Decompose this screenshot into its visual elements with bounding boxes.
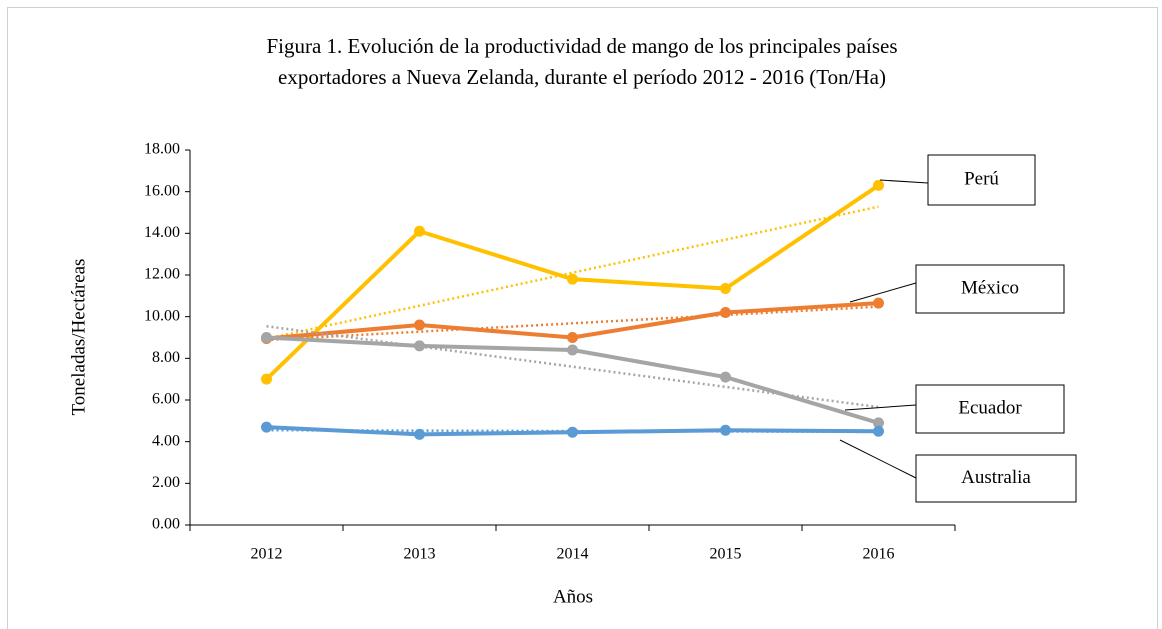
data-point — [873, 425, 884, 437]
y-tick-label: 18.00 — [144, 141, 180, 158]
data-point — [414, 319, 425, 331]
y-tick-label: 12.00 — [144, 266, 180, 283]
callout-leader — [879, 179, 929, 184]
data-point — [414, 225, 425, 237]
y-tick-label: 10.00 — [144, 307, 180, 324]
data-point — [873, 417, 884, 429]
trend-line — [266, 305, 879, 342]
y-tick-label: 8.00 — [152, 349, 180, 366]
data-point — [261, 421, 272, 433]
y-tick-label: 6.00 — [152, 391, 180, 408]
callout-leader — [849, 282, 917, 303]
legend-label: Australia — [961, 467, 1031, 488]
data-point — [720, 371, 731, 383]
x-tick-label: 2016 — [863, 546, 895, 563]
y-tick-label: 14.00 — [144, 224, 180, 241]
data-point — [567, 273, 578, 285]
y-tick-label: 4.00 — [152, 432, 180, 449]
callout-box — [915, 384, 1065, 434]
data-point — [261, 332, 272, 343]
data-point — [261, 373, 272, 385]
callout-box — [927, 154, 1036, 206]
data-point — [873, 179, 884, 191]
legend-label: Perú — [964, 168, 999, 189]
legend-label: México — [961, 277, 1019, 298]
y-tick-label: 16.00 — [144, 182, 180, 199]
callout-box — [915, 264, 1065, 314]
y-tick-label: 2.00 — [152, 474, 180, 491]
data-point — [567, 426, 578, 438]
data-point — [873, 297, 884, 309]
callout-leader — [844, 404, 917, 411]
data-point — [720, 307, 731, 318]
x-tick-label: 2013 — [404, 546, 436, 563]
data-point — [720, 283, 731, 295]
x-tick-label: 2015 — [710, 546, 742, 563]
x-tick-label: 2014 — [557, 546, 589, 563]
y-axis-label: Toneladas/Hectáreas — [68, 259, 89, 416]
chart-title: Figura 1. Evolución de la productividad … — [266, 34, 897, 58]
chart-title: exportadores a Nueva Zelanda, durante el… — [278, 65, 886, 89]
data-point — [414, 340, 425, 352]
x-tick-label: 2012 — [251, 546, 283, 563]
trend-line — [266, 205, 879, 340]
data-point — [720, 424, 731, 436]
data-point — [414, 428, 425, 440]
data-point — [567, 332, 578, 343]
callout-box — [915, 454, 1077, 503]
data-point — [567, 344, 578, 356]
y-tick-label: 0.00 — [152, 516, 180, 533]
chart-frame — [7, 7, 1158, 629]
x-axis-label: Años — [553, 586, 593, 607]
callout-leader — [839, 439, 917, 479]
legend-label: Ecuador — [958, 397, 1022, 418]
